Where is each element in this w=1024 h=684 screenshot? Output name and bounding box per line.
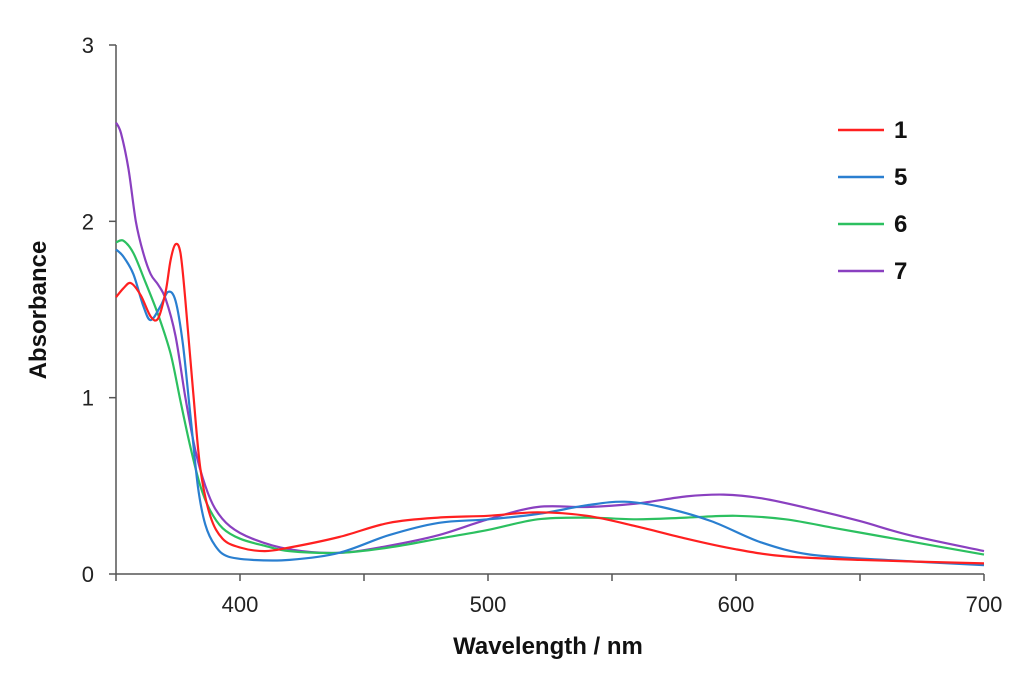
series-lines: [115, 122, 985, 567]
x-axis-title: Wavelength / nm: [453, 633, 643, 660]
y-axis-ticks: 0 1 2 3: [82, 33, 116, 587]
legend-label-1: 1: [894, 117, 907, 144]
series-line-6: [115, 239, 985, 556]
y-tick-label: 2: [82, 209, 94, 234]
y-tick-label: 1: [82, 386, 94, 411]
plot-area: 400 500 600 700 0 1 2 3: [82, 33, 1003, 617]
x-axis-ticks: 400 500 600 700: [115, 574, 1003, 617]
legend-label-6: 6: [894, 211, 907, 238]
x-tick-label: 500: [470, 592, 507, 617]
series-line-1: [115, 242, 985, 565]
y-tick-label: 0: [82, 562, 94, 587]
x-tick-label: 400: [222, 592, 259, 617]
x-tick-label: 700: [966, 592, 1003, 617]
y-tick-label: 3: [82, 33, 94, 58]
series-line-7: [115, 122, 985, 555]
legend-label-7: 7: [894, 258, 907, 285]
x-tick-label: 600: [718, 592, 755, 617]
series-line-5: [115, 248, 985, 567]
y-axis-title: Absorbance: [25, 241, 52, 380]
legend-label-5: 5: [894, 164, 907, 191]
